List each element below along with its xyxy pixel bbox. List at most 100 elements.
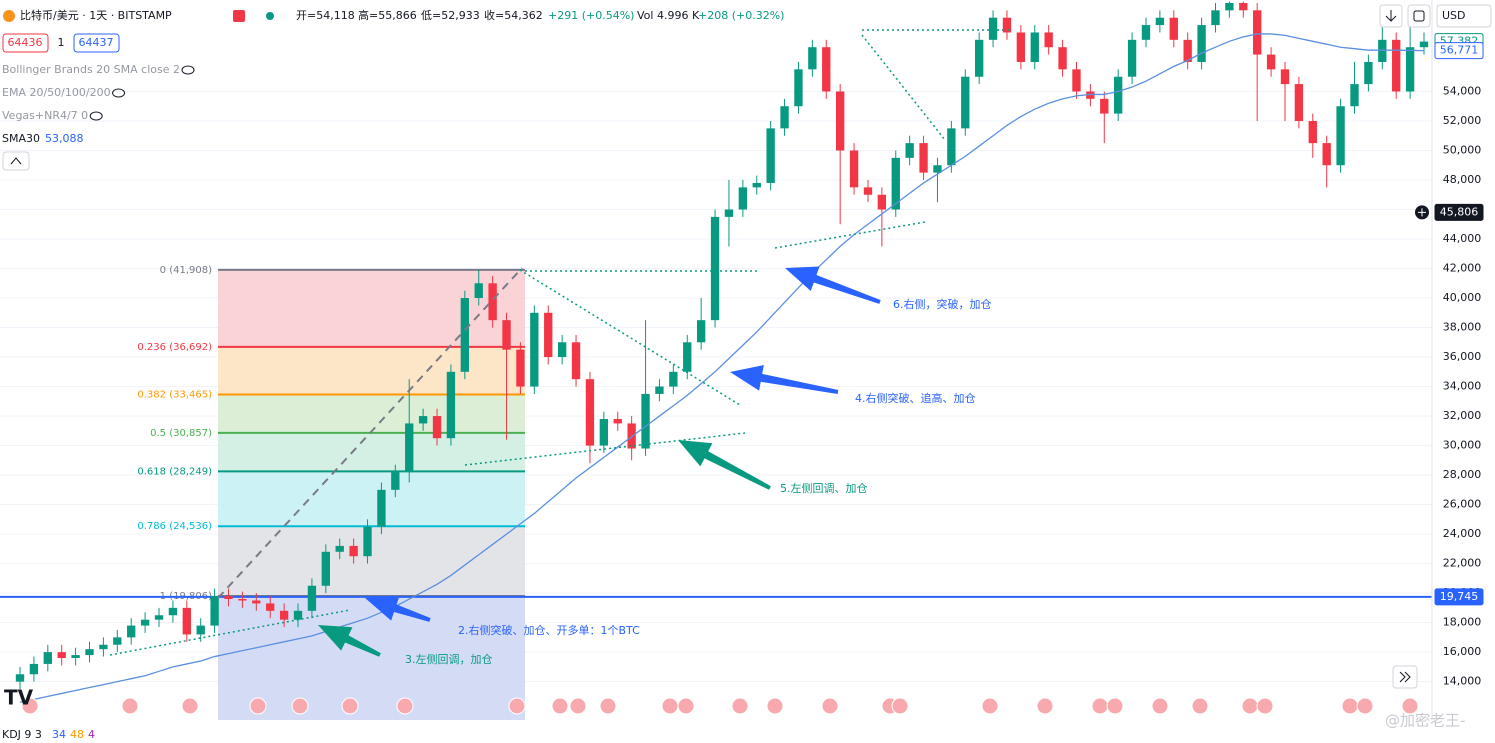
buy-price: 64437 [79,36,114,49]
event-icon [1401,697,1419,715]
plot-area: 0 (41,908) 0.236 (36,692) 0.382 (33,465) 0.… [0,1,1432,720]
candle-body [780,106,789,129]
axis-bg [1432,0,1495,743]
candle-body [1086,91,1095,99]
symbol: 比特币/美元 · 1天 · BITSTAMP [20,8,172,22]
annotation-arrow [785,266,881,304]
event-icon [661,697,679,715]
candle-body [669,371,678,387]
candle-body [1114,76,1123,114]
candle-body [279,610,289,620]
watermark: @加密老王- [1385,712,1465,730]
sma-line [19,33,1425,703]
candle-body [599,419,609,446]
price-label: 19,745 [1440,590,1479,603]
y-tick-label: 28,000 [1443,468,1482,481]
candle-body [849,150,859,188]
event-icon [1356,697,1374,715]
candle-body [1419,41,1429,48]
candle-body [85,649,94,656]
annotation: 4.右侧突破、追高、加仓 [855,391,976,405]
candle-body [252,600,261,604]
kdj-d: 48 [70,728,84,741]
candle-body [808,47,817,70]
kdj-j: 4 [88,728,95,741]
coin-icon [3,10,15,22]
sell-button[interactable] [2,33,49,53]
candle-body [377,489,386,527]
collapse-button[interactable] [2,151,30,171]
candle-body [822,47,831,92]
candle-body [99,644,108,650]
annotation-arrow [318,625,381,657]
candle-body [988,17,998,40]
event-icon [599,697,617,715]
annotation: 6.右侧，突破，加仓 [893,297,992,311]
currency: USD [1442,9,1466,22]
candle-body [29,663,39,675]
y-tick-label: 22,000 [1443,557,1482,570]
indicator-list: Bollinger Brands 20 SMA close 2 EMA 20/50… [2,63,195,122]
buy-button[interactable] [73,33,120,53]
price-label-box [1434,42,1484,60]
sma-value: 53,088 [45,132,84,145]
candle-body [1197,25,1206,62]
candle-body [391,472,400,490]
collapse-icon [10,157,22,165]
currency-button[interactable] [1436,4,1492,28]
ohlc-open: 开=54,118 [296,9,355,22]
visibility-icon [89,111,103,121]
event-icon [891,697,909,715]
candle-body [335,545,344,552]
indicator: Bollinger Brands 20 SMA close 2 [2,63,180,76]
annotation-arrow [678,440,771,490]
candle-body [557,342,567,358]
candle-body [1030,32,1039,62]
candle-body [57,652,66,659]
event-icon [508,697,526,715]
y-tick-label: 26,000 [1443,498,1482,511]
crosshair-plus [1418,208,1426,217]
fib-label: 0.5 (30,857) [150,428,212,439]
candle-body [1294,84,1304,121]
candle-body [432,416,442,439]
candle-body [947,128,956,166]
visibility-icon [181,65,195,75]
candle-body [224,596,233,600]
event-icon [766,697,784,715]
indicator: EMA 20/50/100/200 [2,86,111,99]
event-icon [821,697,839,715]
ohlc-low: 低=52,933 [421,9,480,22]
event-icon [181,697,199,715]
y-tick-label: 52,000 [1443,114,1482,127]
candle-body [210,596,219,626]
event-icon [731,697,749,715]
event-icon [1091,697,1109,715]
candle-body [835,91,845,151]
candle-body [544,312,553,358]
candle-body [905,143,914,158]
event-icon [1341,697,1359,715]
candle-body [71,655,80,659]
candle-body [974,39,984,77]
fib-band [218,471,525,527]
candle-body [460,298,470,372]
refresh-button[interactable] [1407,4,1431,28]
candle-body [1016,32,1026,62]
annotation-arrow [365,595,431,622]
y-tick-label: 18,000 [1443,616,1482,629]
price-label: 45,806 [1440,205,1479,218]
y-tick-label: 54,000 [1443,84,1482,97]
candle-body [405,423,414,473]
flag-icon[interactable] [233,10,245,22]
candle-body [683,342,692,372]
candle-body [1378,39,1387,62]
candle-body [127,625,136,638]
fib-trend [217,267,523,599]
y-tick-label: 42,000 [1443,262,1482,275]
candle-body [1405,47,1415,92]
candle-body [113,637,122,645]
price-label-box [1434,588,1484,606]
y-tick-label: 36,000 [1443,350,1482,363]
